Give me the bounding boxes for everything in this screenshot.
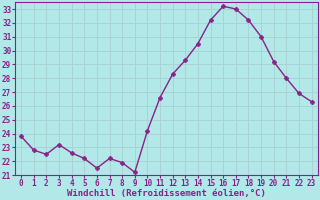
X-axis label: Windchill (Refroidissement éolien,°C): Windchill (Refroidissement éolien,°C) (67, 189, 266, 198)
